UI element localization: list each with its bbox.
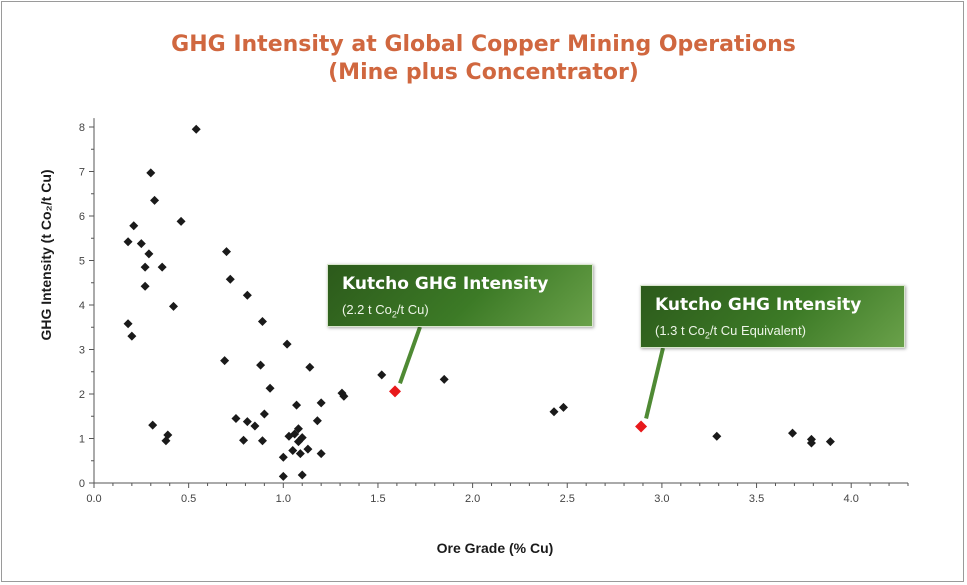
data-point bbox=[278, 452, 288, 462]
callout-kutcho-1: Kutcho GHG Intensity (2.2 t Co2/t Cu) bbox=[327, 264, 593, 327]
callout-kutcho-2-value: (1.3 t Co2/t Cu Equivalent) bbox=[655, 323, 806, 341]
data-point bbox=[305, 362, 315, 372]
y-tick-label: 3 bbox=[79, 345, 85, 357]
ticks: 0.0 0.5 1.0 1.5 2.0 2.5 3.0 3.5 4.0 0 1 2 3 4 5 6 7 8 bbox=[79, 122, 909, 505]
data-point bbox=[788, 428, 798, 438]
data-point bbox=[288, 446, 298, 456]
callout-kutcho-2-title: Kutcho GHG Intensity bbox=[655, 295, 862, 315]
data-point bbox=[293, 424, 303, 434]
data-point bbox=[225, 274, 235, 284]
data-point bbox=[316, 449, 326, 459]
y-tick-label: 1 bbox=[79, 434, 85, 446]
data-point bbox=[265, 383, 275, 393]
y-tick-label: 0 bbox=[79, 478, 85, 490]
data-point bbox=[136, 239, 146, 249]
data-points bbox=[123, 124, 835, 481]
data-point bbox=[256, 360, 266, 370]
callout-leader-line bbox=[398, 326, 422, 384]
data-point bbox=[231, 413, 241, 423]
x-axis-label: Ore Grade (% Cu) bbox=[436, 540, 554, 556]
y-axis-label: GHG Intensity (t Co₂/t Cu) bbox=[38, 169, 54, 341]
data-point bbox=[242, 290, 252, 300]
data-point bbox=[316, 398, 326, 408]
data-point bbox=[239, 435, 249, 445]
callout-leader-line bbox=[644, 347, 665, 419]
data-point bbox=[549, 407, 559, 417]
x-tick-label: 2.0 bbox=[465, 493, 480, 505]
x-tick-label: 3.5 bbox=[749, 493, 764, 505]
data-point bbox=[127, 331, 137, 341]
chart-title-line2: (Mine plus Concentrator) bbox=[328, 60, 639, 85]
axes bbox=[93, 118, 908, 484]
data-point bbox=[439, 374, 449, 384]
x-tick-label: 1.5 bbox=[370, 493, 385, 505]
data-point bbox=[176, 216, 186, 226]
highlight-point bbox=[635, 420, 648, 433]
x-tick-label: 2.5 bbox=[560, 493, 575, 505]
highlight-point bbox=[388, 385, 401, 398]
data-point bbox=[123, 237, 133, 247]
y-tick-label: 8 bbox=[79, 122, 85, 134]
callout-leaders bbox=[398, 326, 665, 419]
y-tick-label: 4 bbox=[79, 300, 85, 312]
data-point bbox=[148, 420, 158, 430]
callout-kutcho-2: Kutcho GHG Intensity (1.3 t Co2/t Cu Equ… bbox=[640, 285, 905, 348]
data-point bbox=[292, 400, 302, 410]
data-point bbox=[282, 339, 292, 349]
data-point bbox=[377, 370, 387, 380]
data-point bbox=[257, 436, 267, 446]
x-tick-label: 4.0 bbox=[844, 493, 859, 505]
data-point bbox=[259, 409, 269, 419]
data-point bbox=[295, 449, 305, 459]
data-point bbox=[290, 429, 300, 439]
data-point bbox=[312, 416, 322, 426]
data-point bbox=[250, 421, 260, 431]
data-point bbox=[169, 301, 179, 311]
callout-kutcho-1-title: Kutcho GHG Intensity bbox=[342, 274, 549, 294]
data-point bbox=[157, 262, 167, 272]
data-point bbox=[150, 195, 160, 205]
data-point bbox=[144, 249, 154, 259]
y-tick-label: 7 bbox=[79, 167, 85, 179]
chart-title-line1: GHG Intensity at Global Copper Mining Op… bbox=[171, 32, 796, 57]
data-point bbox=[140, 281, 150, 291]
chart-title: GHG Intensity at Global Copper Mining Op… bbox=[0, 31, 967, 87]
y-tick-label: 5 bbox=[79, 256, 85, 268]
data-point bbox=[242, 417, 252, 427]
data-point bbox=[257, 316, 267, 326]
data-point bbox=[297, 470, 307, 480]
y-tick-label: 2 bbox=[79, 389, 85, 401]
data-point bbox=[220, 356, 230, 366]
data-point bbox=[140, 262, 150, 272]
data-point bbox=[806, 438, 816, 448]
data-point bbox=[161, 436, 171, 446]
data-point bbox=[303, 444, 313, 454]
callout-kutcho-1-value: (2.2 t Co2/t Cu) bbox=[342, 302, 429, 320]
x-tick-label: 0.0 bbox=[86, 493, 101, 505]
data-point bbox=[712, 431, 722, 441]
data-point bbox=[278, 471, 288, 481]
data-point bbox=[123, 319, 133, 329]
data-point bbox=[339, 391, 349, 401]
y-tick-label: 6 bbox=[79, 211, 85, 223]
data-point bbox=[558, 402, 568, 412]
data-point bbox=[191, 124, 201, 134]
data-point bbox=[129, 221, 139, 231]
x-tick-label: 3.0 bbox=[654, 493, 669, 505]
data-point bbox=[825, 437, 835, 447]
data-point bbox=[222, 247, 232, 257]
x-tick-label: 1.0 bbox=[276, 493, 291, 505]
data-point bbox=[293, 437, 303, 447]
x-tick-label: 0.5 bbox=[181, 493, 196, 505]
data-point bbox=[146, 168, 156, 178]
